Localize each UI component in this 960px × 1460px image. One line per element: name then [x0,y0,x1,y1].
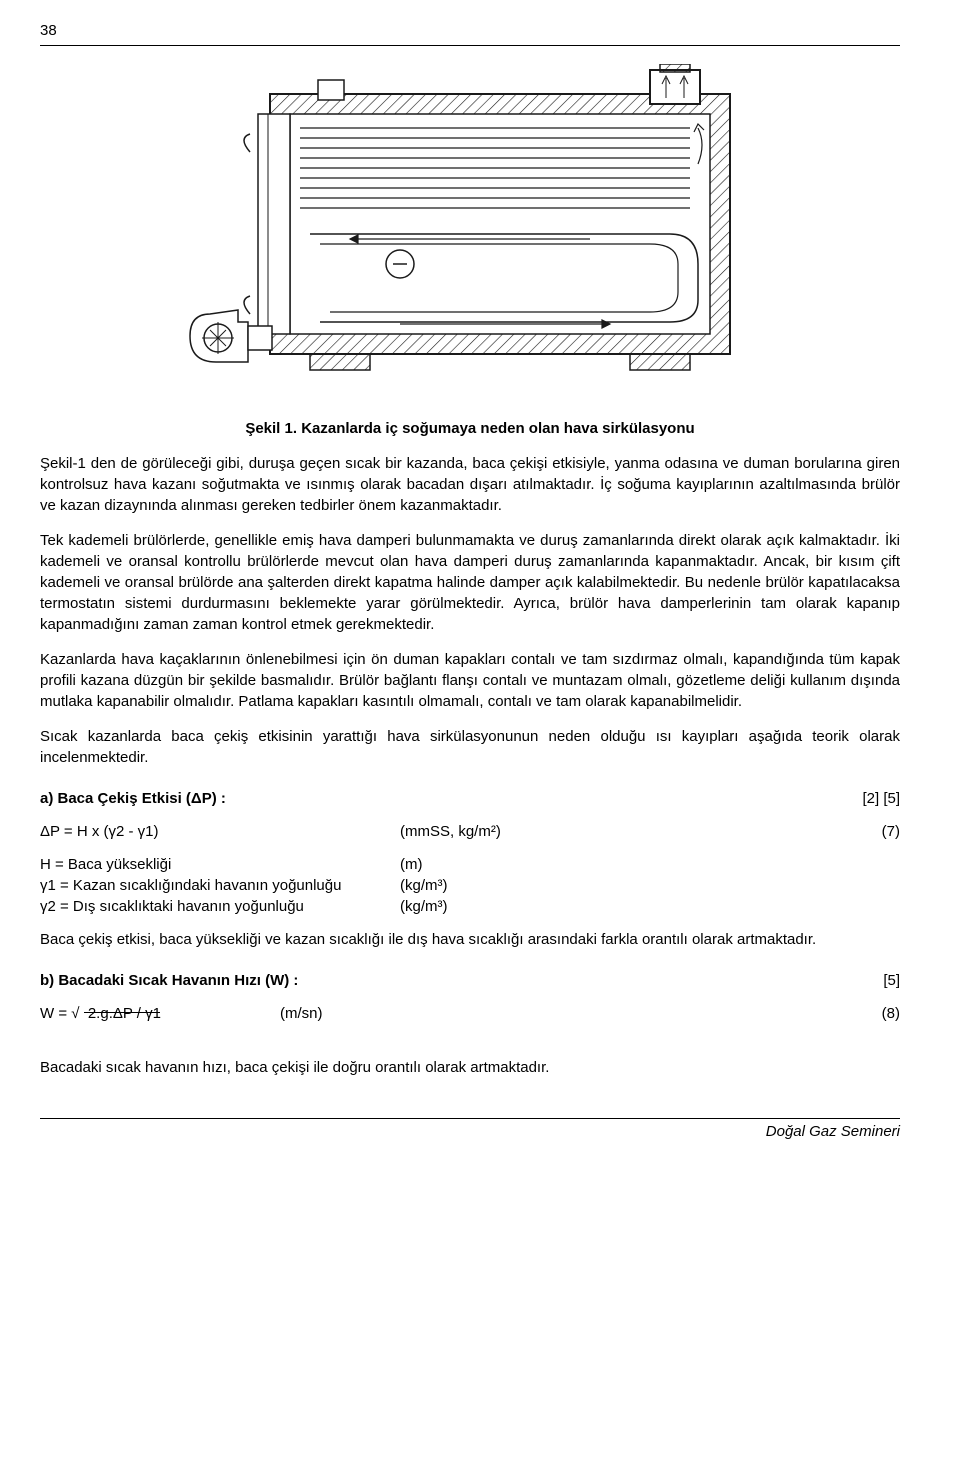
def-label: H = Baca yüksekliği [40,854,400,875]
eq8-prefix: W = √ [40,1005,80,1022]
page-number: 38 [40,20,900,41]
eq8-num: (8) [400,1003,900,1045]
equation-7: ΔP = H x (γ2 - γ1) (mmSS, kg/m²) (7) [40,821,900,842]
eq7-units: (mmSS, kg/m²) [400,821,700,842]
def-label: γ1 = Kazan sıcaklığındaki havanın yoğunl… [40,875,400,896]
paragraph-3: Kazanlarda hava kaçaklarının önlenebilme… [40,649,900,712]
equation-8: W = √ . 2.g.ΔP / γ1 (m/sn) (8) [40,1003,900,1045]
section-a-note: Baca çekiş etkisi, baca yüksekliği ve ka… [40,929,900,950]
def-row: γ1 = Kazan sıcaklığındaki havanın yoğunl… [40,875,900,896]
eq7-num: (7) [700,821,900,842]
eq7-expr: ΔP = H x (γ2 - γ1) [40,821,400,842]
def-unit: (m) [400,854,900,875]
def-row: γ2 = Dış sıcaklıktaki havanın yoğunluğu … [40,896,900,917]
section-b-title: b) Bacadaki Sıcak Havanın Hızı (W) : [40,970,298,991]
paragraph-1: Şekil-1 den de görüleceği gibi, duruşa g… [40,453,900,516]
section-b-note: Bacadaki sıcak havanın hızı, baca çekişi… [40,1057,900,1078]
boiler-svg [150,64,790,404]
eq8-units: (m/sn) [280,1003,400,1045]
section-b-header: b) Bacadaki Sıcak Havanın Hızı (W) : [5] [40,970,900,991]
def-unit: (kg/m³) [400,875,900,896]
section-a-header: a) Baca Çekiş Etkisi (ΔP) : [2] [5] [40,788,900,809]
section-a-title: a) Baca Çekiş Etkisi (ΔP) : [40,788,226,809]
eq8-radicand: 2.g.ΔP / γ1 [88,1005,161,1022]
figure-caption: Şekil 1. Kazanlarda iç soğumaya neden ol… [40,418,900,439]
section-a-definitions: H = Baca yüksekliği (m) γ1 = Kazan sıcak… [40,854,900,917]
footer-seminar: Doğal Gaz Semineri [40,1118,900,1142]
paragraph-4: Sıcak kazanlarda baca çekiş etkisinin ya… [40,726,900,768]
def-label: γ2 = Dış sıcaklıktaki havanın yoğunluğu [40,896,400,917]
section-b-refs: [5] [883,970,900,991]
boiler-diagram [40,64,900,410]
def-unit: (kg/m³) [400,896,900,917]
paragraph-2: Tek kademeli brülörlerde, genellikle emi… [40,530,900,635]
top-rule [40,45,900,46]
def-row: H = Baca yüksekliği (m) [40,854,900,875]
section-a-refs: [2] [5] [862,788,900,809]
